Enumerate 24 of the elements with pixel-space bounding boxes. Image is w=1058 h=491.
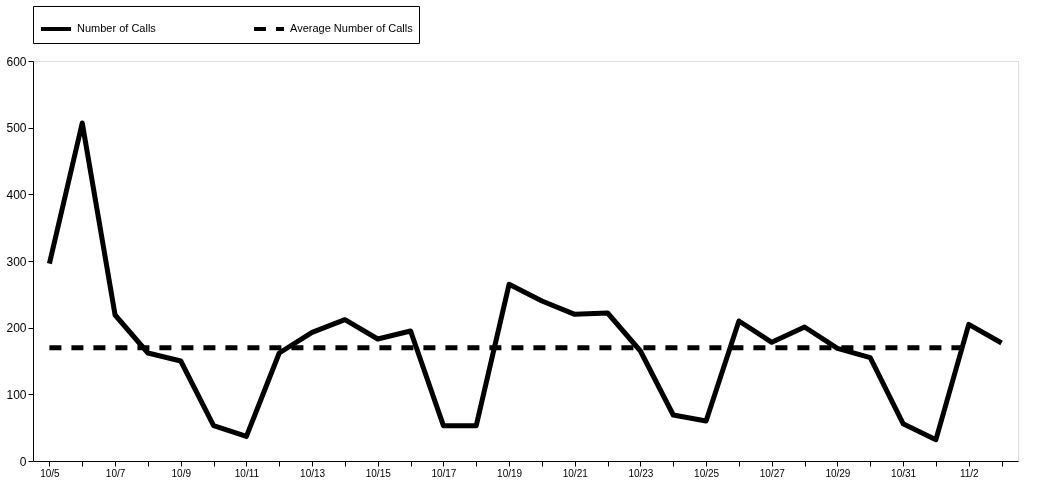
x-tick-label: 10/7 <box>105 467 126 479</box>
y-tick-label: 500 <box>6 121 27 136</box>
legend-label: Average Number of Calls <box>290 22 414 34</box>
y-tick-label: 100 <box>6 387 27 402</box>
y-tick-label: 400 <box>6 187 27 202</box>
y-tick-label: 200 <box>6 321 27 336</box>
x-tick-label: 10/21 <box>562 467 589 479</box>
x-tick-label: 10/15 <box>365 467 392 479</box>
x-tick-label: 10/17 <box>431 467 457 479</box>
y-tick-label: 0 <box>19 454 27 469</box>
x-tick-label: 10/31 <box>891 467 917 479</box>
x-tick-label: 10/9 <box>171 467 192 479</box>
x-tick-label: 10/19 <box>497 467 523 479</box>
x-tick-label: 10/5 <box>40 467 61 479</box>
x-tick-label: 10/29 <box>825 467 851 479</box>
y-tick-label: 600 <box>6 54 27 69</box>
x-tick-label: 10/25 <box>694 467 720 479</box>
legend-label: Number of Calls <box>77 22 157 34</box>
x-tick-label: 10/13 <box>300 467 326 479</box>
x-tick-label: 10/23 <box>628 467 654 479</box>
x-tick-label: 10/27 <box>759 467 786 479</box>
y-tick-label: 300 <box>6 254 27 269</box>
x-tick-label: 11/2 <box>959 467 980 479</box>
x-tick-label: 10/11 <box>234 467 260 479</box>
